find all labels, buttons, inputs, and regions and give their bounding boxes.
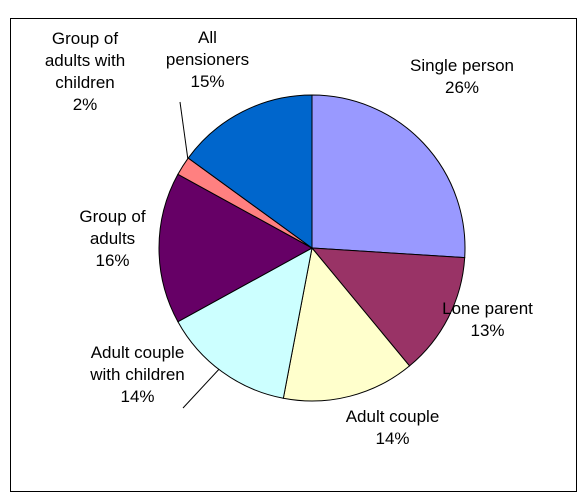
category-label: Group of adults with children	[44, 29, 126, 92]
pie-slice	[177, 247, 313, 399]
value-label: 26%	[444, 78, 480, 97]
category-label: Adult couple	[345, 407, 440, 426]
slice-label: Lone parent 13%	[440, 298, 535, 342]
category-label: Adult couple with children	[90, 343, 185, 384]
value-label: 16%	[95, 251, 130, 270]
leader-line	[182, 365, 223, 409]
leader-line	[179, 101, 189, 161]
value-label: 15%	[190, 72, 225, 91]
slice-label: Adult couple with children 14%	[85, 342, 190, 408]
slice-label: Adult couple 14%	[345, 406, 440, 450]
value-label: 14%	[120, 387, 155, 406]
slice-label: All pensioners 15%	[160, 27, 255, 93]
pie-slice	[282, 246, 411, 402]
category-label: Single person	[410, 56, 514, 75]
value-label: 13%	[470, 321, 505, 340]
value-label: 14%	[375, 429, 410, 448]
value-label: 2%	[72, 95, 98, 114]
category-label: All pensioners	[165, 28, 250, 69]
slice-label: Group of adults with children 2%	[30, 28, 140, 116]
slice-label: Group of adults 16%	[55, 206, 170, 272]
pie-slice	[310, 247, 466, 367]
category-label: Group of adults	[79, 207, 146, 248]
pie-slice	[158, 173, 314, 323]
slice-label: Single person 26%	[407, 55, 517, 99]
category-label: Lone parent	[442, 299, 533, 318]
pie-slice	[311, 94, 466, 259]
pie-slice	[187, 94, 313, 249]
